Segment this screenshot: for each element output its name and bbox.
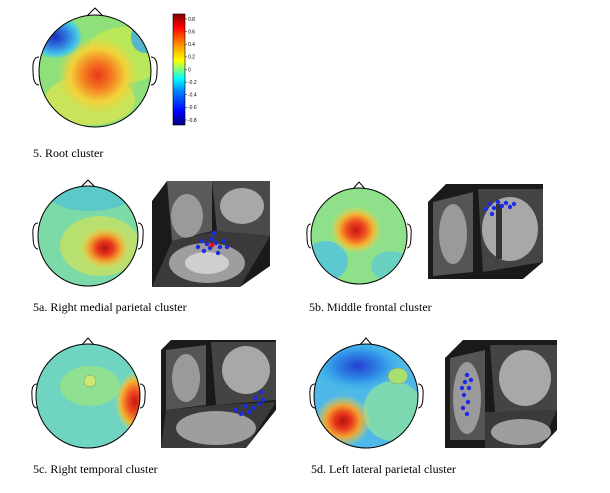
5a-brain-render (152, 181, 270, 287)
colorbar-tick-label: -0.4 (188, 93, 197, 99)
5d-caption: 5d. Left lateral parietal cluster (311, 462, 456, 476)
colorbar-tick-label: 0.2 (188, 55, 195, 61)
5d-brain-render (445, 340, 557, 448)
5c-caption: 5c. Right temporal cluster (33, 462, 158, 476)
5a-caption: 5a. Right medial parietal cluster (33, 300, 187, 314)
5a-scalp-map (30, 176, 150, 291)
root-scalp-map (30, 5, 165, 130)
5b-brain-render (428, 184, 543, 279)
colorbar-tick-label: -0.8 (188, 118, 197, 124)
colorbar-tick-label: 0.8 (188, 17, 195, 23)
root-caption: 5. Root cluster (33, 146, 104, 160)
5c-brain-render (161, 340, 276, 448)
5b-scalp-map (306, 176, 426, 291)
colorbar-tick-label: 0.6 (188, 29, 195, 35)
5d-scalp-map (308, 336, 433, 451)
5c-scalp-map (30, 336, 155, 451)
colorbar-tick-label: -0.6 (188, 105, 197, 111)
colorbar-tick-label: 0 (188, 67, 191, 73)
5b-caption: 5b. Middle frontal cluster (309, 300, 432, 314)
colorbar-tick-label: -0.2 (188, 80, 197, 86)
colorbar: 0.8 0.6 0.4 0.2 0 -0.2 -0.4 -0.6 -0.8 (172, 13, 202, 128)
colorbar-tick-label: 0.4 (188, 42, 195, 48)
